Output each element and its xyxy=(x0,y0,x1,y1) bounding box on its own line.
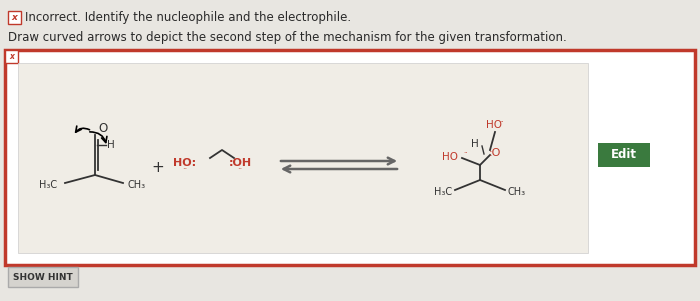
Text: H₃C: H₃C xyxy=(434,187,452,197)
FancyArrowPatch shape xyxy=(76,126,90,132)
Text: +: + xyxy=(152,160,164,175)
Text: x: x xyxy=(9,52,14,61)
Text: HO: HO xyxy=(486,120,502,130)
Text: CH₃: CH₃ xyxy=(508,187,526,197)
Text: ··: ·· xyxy=(237,166,243,175)
FancyBboxPatch shape xyxy=(8,267,78,287)
Text: Edit: Edit xyxy=(611,148,637,162)
FancyArrowPatch shape xyxy=(90,132,107,142)
Text: SHOW HINT: SHOW HINT xyxy=(13,272,73,281)
Text: H: H xyxy=(471,139,479,149)
Text: HO:: HO: xyxy=(174,158,197,168)
Text: x: x xyxy=(12,13,18,22)
FancyBboxPatch shape xyxy=(8,11,21,24)
FancyBboxPatch shape xyxy=(5,50,695,265)
Text: CH₃: CH₃ xyxy=(127,180,145,190)
FancyBboxPatch shape xyxy=(5,50,18,63)
Text: Incorrect. Identify the nucleophile and the electrophile.: Incorrect. Identify the nucleophile and … xyxy=(25,11,351,24)
Text: H: H xyxy=(107,140,115,150)
FancyBboxPatch shape xyxy=(18,63,588,253)
Text: :OH: :OH xyxy=(228,158,251,168)
FancyBboxPatch shape xyxy=(598,143,650,167)
Text: :O: :O xyxy=(489,148,501,158)
Text: H₃C: H₃C xyxy=(39,180,57,190)
Text: ··: ·· xyxy=(463,150,468,156)
Text: Draw curved arrows to depict the second step of the mechanism for the given tran: Draw curved arrows to depict the second … xyxy=(8,32,567,45)
Text: ··: ·· xyxy=(500,119,504,125)
Text: HO: HO xyxy=(442,152,458,162)
Text: ··: ·· xyxy=(183,166,188,175)
Text: O: O xyxy=(98,122,107,135)
